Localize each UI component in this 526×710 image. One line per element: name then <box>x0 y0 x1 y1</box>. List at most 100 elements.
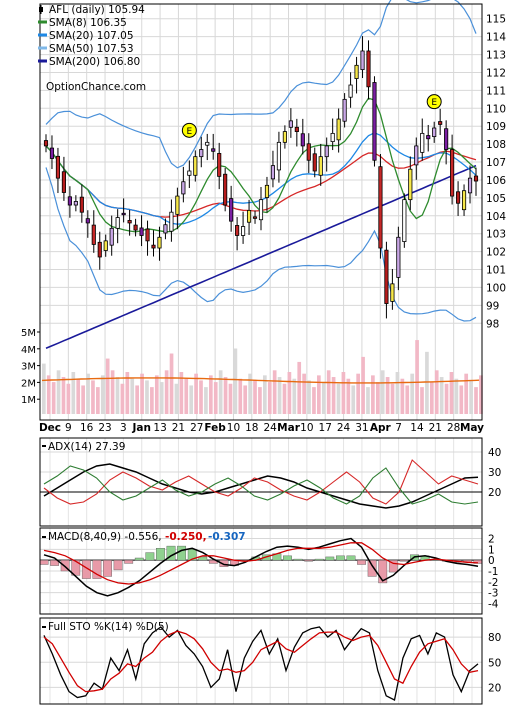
candle-body <box>330 132 335 143</box>
candle-body <box>408 168 413 201</box>
x-axis-tick-label: Jan <box>132 422 151 434</box>
volume-bar <box>179 372 184 414</box>
volume-bar <box>366 387 370 414</box>
candle-body <box>270 165 276 180</box>
volume-bar <box>258 387 262 414</box>
macd-axis-label: -1 <box>488 566 498 578</box>
stochastic-series-line <box>43 630 479 693</box>
x-axis-tick-label: 10 <box>300 422 313 434</box>
earnings-marker-label: E <box>186 127 192 137</box>
macd-signal-line <box>43 542 479 585</box>
volume-bar <box>174 383 179 414</box>
candle-body <box>402 199 407 242</box>
candle-body <box>223 173 228 206</box>
macd-histogram-bar <box>357 559 366 565</box>
volume-bar <box>100 375 105 414</box>
x-axis-tick-label: 21 <box>172 422 185 434</box>
sto-axis-label: 80 <box>488 632 501 644</box>
y-axis-tick-label: 109 <box>486 121 506 133</box>
x-axis-tick-label: 21 <box>429 422 442 434</box>
macd-axis-label: -2 <box>488 577 498 589</box>
volume-bar <box>238 378 243 414</box>
macd-axis-label: 0 <box>488 555 495 567</box>
candle-body <box>312 153 317 172</box>
x-axis-tick-label: 7 <box>395 422 402 434</box>
y-axis-tick-label: 104 <box>486 211 506 223</box>
x-axis-tick-label: 14 <box>410 422 424 434</box>
sto-axis-label: 20 <box>488 682 501 694</box>
candle-body <box>151 244 156 249</box>
volume-bar <box>361 356 365 414</box>
y-axis-tick-label: 98 <box>486 318 499 330</box>
x-axis-tick-label: 18 <box>245 422 258 434</box>
volume-bar <box>346 378 351 414</box>
candle-body <box>139 227 144 236</box>
volume-bar <box>434 370 439 414</box>
volume-bar <box>145 380 149 414</box>
y-axis-tick-label: 106 <box>486 175 506 187</box>
candle-body <box>73 201 78 206</box>
earnings-marker <box>426 94 442 110</box>
candle-body <box>79 196 84 213</box>
x-axis-tick-label: Feb <box>204 422 226 434</box>
candle-body <box>157 236 162 249</box>
volume-bar <box>130 378 135 414</box>
volume-bar <box>400 378 405 414</box>
legend-label: SMA(20) 107.05 <box>49 30 134 42</box>
y-axis-tick-label: 113 <box>486 50 506 62</box>
volume-bar <box>444 383 449 414</box>
sto-axis-label: 50 <box>488 657 501 669</box>
candle-body <box>372 82 377 161</box>
earnings-marker-label: E <box>431 98 437 108</box>
candle-body <box>258 199 264 221</box>
volume-bar <box>469 380 473 414</box>
volume-bar <box>96 387 100 414</box>
y-axis-tick-label: 101 <box>486 265 506 277</box>
x-axis-tick-label: Apr <box>370 422 392 434</box>
candle-body <box>348 84 353 98</box>
candle-body <box>276 141 281 171</box>
legend-label: AFL (daily) 105.94 <box>49 4 145 16</box>
macd-panel-label: MACD(8,40,9) -0.556, <box>48 531 162 543</box>
legend-label: SMA(8) 106.35 <box>49 17 127 29</box>
volume-bar <box>233 348 238 414</box>
volume-bar <box>213 382 218 414</box>
candle-body <box>241 226 246 236</box>
macd-axis-label: -3 <box>488 588 498 600</box>
volume-bar <box>253 380 257 414</box>
volume-bar <box>375 382 380 414</box>
stochastic-panel-label: Full STO %K(14) %D(5) <box>48 621 169 633</box>
volume-bar <box>159 382 164 414</box>
adx-axis-label: 20 <box>488 487 501 499</box>
candle-body <box>473 175 479 182</box>
volume-bar <box>223 377 228 414</box>
volume-bar <box>321 382 326 414</box>
candle-body <box>336 118 341 141</box>
volume-bar <box>449 372 454 414</box>
candle-body <box>43 140 49 147</box>
macd-histogram-bar <box>314 558 324 561</box>
candle-body <box>252 216 258 219</box>
volume-bar <box>297 361 302 414</box>
macd-axis-label: 1 <box>488 544 495 556</box>
y-axis-tick-label: 112 <box>486 67 506 79</box>
candle-body <box>324 145 329 158</box>
volume-axis-label: 2M <box>21 378 36 389</box>
macd-histogram-bar <box>39 559 49 565</box>
macd-histogram-bar <box>145 552 155 561</box>
x-axis-tick-label: 31 <box>355 422 368 434</box>
macd-panel-frame <box>39 527 483 615</box>
volume-bar <box>277 377 282 414</box>
macd-histogram-bar <box>325 556 335 561</box>
candle-body <box>181 181 186 195</box>
macd-histogram-bar <box>378 559 388 584</box>
volume-bar <box>66 383 71 414</box>
candle-body <box>205 141 210 146</box>
volume-bar <box>287 372 292 414</box>
volume-bar <box>218 370 223 414</box>
macd-axis-label: -4 <box>488 599 499 611</box>
candle-body <box>217 153 222 177</box>
y-axis-tick-label: 114 <box>486 32 506 44</box>
volume-bar <box>474 387 478 414</box>
volume-bar <box>425 351 429 414</box>
